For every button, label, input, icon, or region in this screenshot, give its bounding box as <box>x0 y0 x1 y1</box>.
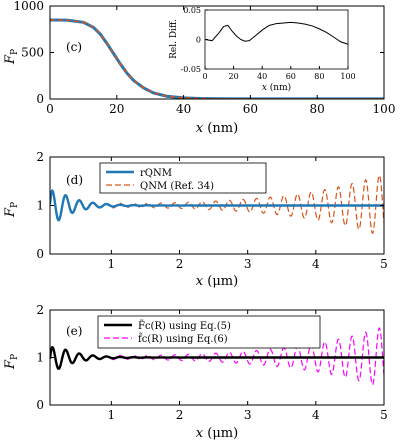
legend-label: f̃c(R) using Eq.(6) <box>138 333 228 345</box>
y-axis-label: FP <box>3 354 20 370</box>
inset-title: Rel. Diff. <box>169 19 179 59</box>
x-tick-label: 0 <box>46 102 54 116</box>
x-tick-label: 1 <box>108 408 116 422</box>
x-tick-label: 60 <box>243 102 258 116</box>
y-tick-label: 2 <box>36 303 44 317</box>
y-tick-label: 1 <box>36 351 44 365</box>
y-axis-label-main: F <box>3 54 18 65</box>
x-tick-label: 3 <box>244 257 252 271</box>
series-line-1 <box>50 188 384 222</box>
x-axis-label: x (nm) <box>196 121 238 136</box>
x-tick-label: 20 <box>109 102 124 116</box>
y-axis-label: FP <box>3 49 20 65</box>
y-axis-label-main: F <box>3 207 18 218</box>
inset-line <box>204 21 349 45</box>
x-axis-label-var: x <box>196 426 204 441</box>
x-axis-label-var: x <box>196 274 204 289</box>
x-axis-label-var: x <box>196 121 204 136</box>
y-axis-label-sub: P <box>10 202 20 208</box>
panel-label: (e) <box>66 324 82 338</box>
x-tick-label: 4 <box>312 408 320 422</box>
x-axis-label: x (μm) <box>196 274 238 289</box>
y-axis-label-sub: P <box>10 49 20 55</box>
x-tick-label: 3 <box>244 408 252 422</box>
x-tick-label: 5 <box>380 257 388 271</box>
x-axis-label-unit: (nm) <box>203 121 238 136</box>
inset-y-tick-label: -0.05 <box>180 65 201 74</box>
x-axis-label: x (μm) <box>196 426 238 441</box>
inset-x-tick-label: 20 <box>229 72 239 81</box>
y-axis-label: FP <box>3 202 20 218</box>
y-tick-label: 0 <box>36 398 44 412</box>
y-tick-label: 500 <box>21 46 44 60</box>
y-axis-label-main: F <box>3 359 18 370</box>
y-tick-label: 2 <box>36 150 44 164</box>
x-tick-label: 5 <box>380 408 388 422</box>
inset-x-label: x (nm) <box>262 82 291 93</box>
y-tick-label: 1000 <box>13 0 44 13</box>
x-tick-label: 40 <box>176 102 191 116</box>
panel-label: (d) <box>66 173 83 187</box>
x-tick-label: 2 <box>176 257 184 271</box>
series-line-orange <box>50 19 384 99</box>
legend-label: F̃c(R) using Eq.(5) <box>138 320 231 332</box>
series-group <box>50 174 384 234</box>
inset-x-tick-label: 80 <box>314 72 324 81</box>
inset-x-tick-label: 40 <box>257 72 267 81</box>
inset-x-label-var: x <box>262 83 267 93</box>
y-tick-label: 0 <box>36 92 44 106</box>
legend-box <box>99 162 267 194</box>
y-axis-label-sub: P <box>10 354 20 360</box>
series-group <box>50 327 384 386</box>
x-tick-label: 1 <box>108 257 116 271</box>
inset-x-label-unit: (nm) <box>267 82 291 93</box>
x-tick-label: 80 <box>310 102 325 116</box>
x-axis-label-unit: (μm) <box>203 274 238 289</box>
panel-label: (c) <box>66 40 82 54</box>
legend-label: QNM (Ref. 34) <box>140 181 214 192</box>
legend-label: rQNM <box>140 168 172 179</box>
series-line-1 <box>50 345 384 370</box>
y-tick-label: 1 <box>36 199 44 213</box>
x-axis-label-unit: (μm) <box>203 426 238 441</box>
inset-y-tick-label: 0 <box>196 36 201 45</box>
legend: F̃c(R) using Eq.(5)f̃c(R) using Eq.(6) <box>97 315 321 349</box>
inset-y-tick-label: 0.05 <box>183 6 201 15</box>
y-tick-label: 0 <box>36 247 44 261</box>
inset-x-tick-label: 0 <box>202 72 207 81</box>
legend: rQNM QNM (Ref. 34) <box>99 162 267 194</box>
inset-x-tick-label: 100 <box>340 72 355 81</box>
inset-x-tick-label: 60 <box>286 72 296 81</box>
legend-box <box>97 315 321 349</box>
x-tick-label: 2 <box>176 408 184 422</box>
x-tick-label: 100 <box>373 102 396 116</box>
x-tick-label: 4 <box>312 257 320 271</box>
inset-frame <box>204 9 349 70</box>
